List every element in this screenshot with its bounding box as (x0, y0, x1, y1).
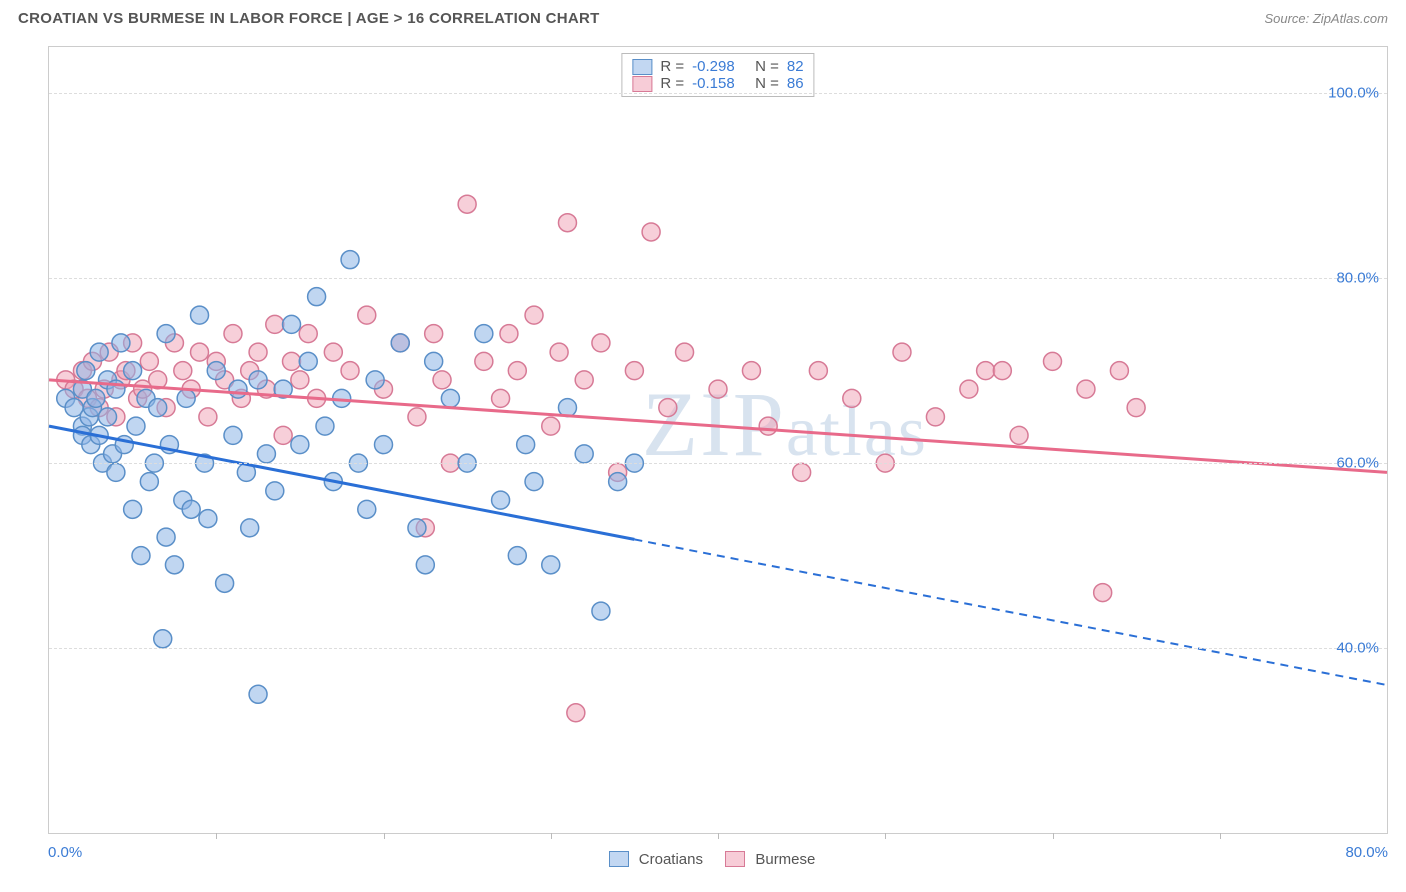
n-value-burmese: 86 (787, 75, 804, 92)
legend-swatch-blue-icon (632, 59, 652, 75)
legend-row-burmese: R = -0.158 N = 86 (632, 75, 803, 92)
n-label: N = (755, 75, 779, 92)
series-label-croatians: Croatians (639, 851, 703, 868)
source-label: Source: (1264, 11, 1312, 26)
legend-swatch-pink-icon (632, 76, 652, 92)
source-attribution: Source: ZipAtlas.com (1264, 11, 1388, 26)
legend-swatch-pink-icon (725, 851, 745, 867)
y-tick-label: 60.0% (1336, 455, 1379, 472)
series-label-burmese: Burmese (755, 851, 815, 868)
chart-title: CROATIAN VS BURMESE IN LABOR FORCE | AGE… (18, 10, 600, 27)
plot-area: ZIPatlas R = -0.298 N = 82 R = -0.158 N … (48, 46, 1388, 834)
chart-header: CROATIAN VS BURMESE IN LABOR FORCE | AGE… (0, 0, 1406, 33)
n-value-croatians: 82 (787, 58, 804, 75)
legend-swatch-blue-icon (609, 851, 629, 867)
y-tick-label: 40.0% (1336, 640, 1379, 657)
y-tick-label: 100.0% (1328, 85, 1379, 102)
correlation-legend: R = -0.298 N = 82 R = -0.158 N = 86 (621, 53, 814, 97)
r-value-croatians: -0.298 (692, 58, 747, 75)
source-value: ZipAtlas.com (1313, 11, 1388, 26)
series-legend: Croatians Burmese (0, 851, 1406, 868)
legend-row-croatians: R = -0.298 N = 82 (632, 58, 803, 75)
r-label: R = (660, 58, 684, 75)
scatter-svg (49, 47, 1387, 833)
n-label: N = (755, 58, 779, 75)
r-value-burmese: -0.158 (692, 75, 747, 92)
r-label: R = (660, 75, 684, 92)
y-tick-label: 80.0% (1336, 270, 1379, 287)
